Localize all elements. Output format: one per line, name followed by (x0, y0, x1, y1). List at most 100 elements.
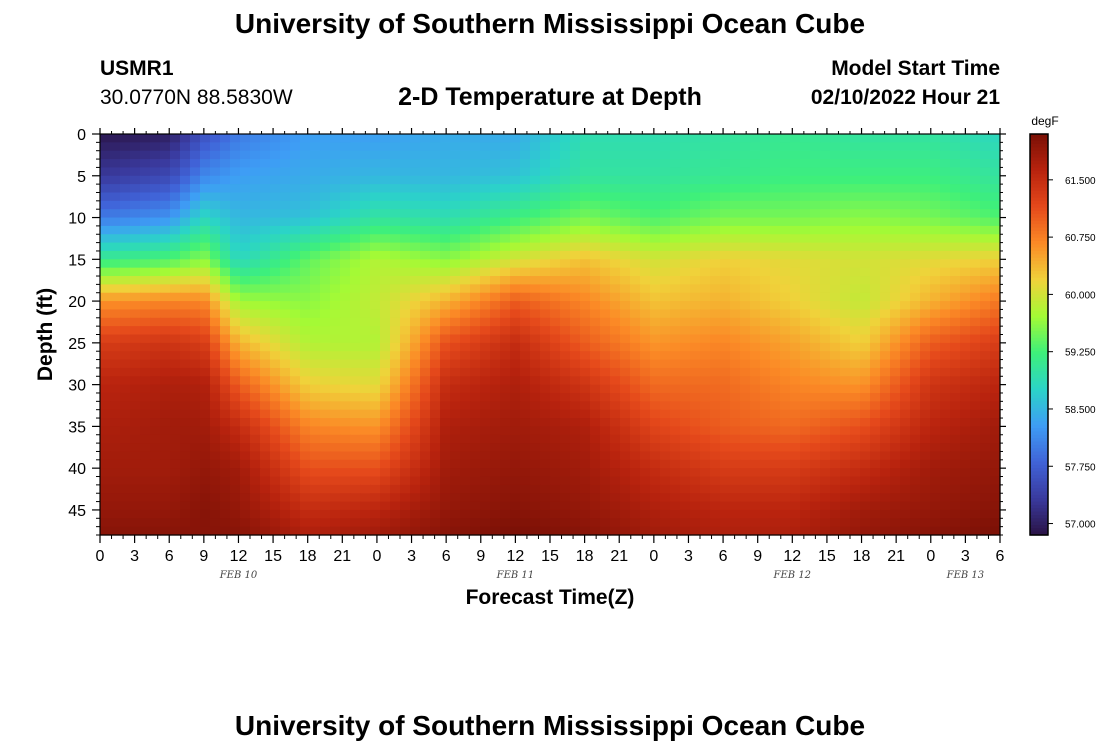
heatmap-cell (180, 426, 191, 436)
heatmap-cell (440, 192, 451, 202)
heatmap-cell (420, 484, 431, 494)
heatmap-cell (640, 167, 651, 177)
heatmap-cell (800, 217, 811, 227)
heatmap-cell (850, 526, 861, 536)
heatmap-cell (690, 493, 701, 503)
heatmap-cell (410, 451, 421, 461)
heatmap-cell (400, 292, 411, 302)
heatmap-cell (780, 326, 791, 336)
heatmap-cell (240, 501, 251, 511)
heatmap-cell (700, 418, 711, 427)
colorbar-segment (1030, 394, 1048, 399)
heatmap-cell (620, 167, 631, 177)
heatmap-cell (790, 175, 801, 185)
colorbar-tick-label: 61.500 (1065, 176, 1096, 187)
heatmap-cell (990, 418, 1001, 427)
heatmap-cell (170, 301, 181, 311)
heatmap-cell (760, 159, 771, 169)
heatmap-cell (910, 526, 921, 536)
heatmap-cell (660, 225, 671, 235)
heatmap-cell (530, 426, 541, 436)
heatmap-cell (610, 418, 621, 427)
heatmap-cell (190, 476, 201, 486)
heatmap-cell (550, 284, 561, 294)
heatmap-cell (120, 476, 131, 486)
heatmap-cell (330, 468, 341, 478)
heatmap-cell (240, 418, 251, 427)
heatmap-cell (740, 367, 751, 377)
heatmap-cell (550, 175, 561, 185)
heatmap-cell (210, 342, 221, 352)
heatmap-cell (390, 426, 401, 436)
heatmap-cell (540, 468, 551, 478)
heatmap-cell (400, 184, 411, 194)
heatmap-cell (160, 418, 171, 427)
heatmap-cell (700, 192, 711, 202)
heatmap-cell (170, 526, 181, 536)
heatmap-cell (880, 501, 891, 511)
colorbar-segment (1030, 421, 1048, 426)
heatmap-cell (910, 184, 921, 194)
heatmap-cell (320, 426, 331, 436)
heatmap-cell (750, 192, 761, 202)
heatmap-cell (100, 459, 111, 469)
heatmap-cell (670, 242, 681, 252)
heatmap-cell (160, 326, 171, 336)
heatmap-cell (510, 225, 521, 235)
heatmap-cell (130, 376, 141, 386)
heatmap-cell (710, 234, 721, 244)
heatmap-cell (900, 526, 911, 536)
heatmap-cell (200, 284, 211, 294)
heatmap-cell (750, 384, 761, 394)
heatmap-cell (330, 159, 341, 169)
heatmap-cell (160, 250, 171, 260)
heatmap-cell (780, 134, 791, 143)
heatmap-cell (250, 326, 261, 336)
heatmap-cell (170, 342, 181, 352)
heatmap-cell (890, 367, 901, 377)
colorbar-segment (1030, 244, 1048, 249)
heatmap-cell (620, 409, 631, 419)
heatmap-cell (360, 200, 371, 210)
heatmap-cell (830, 526, 841, 536)
heatmap-cell (780, 225, 791, 235)
heatmap-cell (710, 250, 721, 260)
heatmap-cell (500, 267, 511, 277)
heatmap-cell (600, 468, 611, 478)
heatmap-cell (760, 225, 771, 235)
heatmap-cell (310, 359, 321, 369)
heatmap-cell (380, 301, 391, 311)
heatmap-cell (890, 184, 901, 194)
heatmap-cell (400, 459, 411, 469)
heatmap-cell (150, 276, 161, 285)
heatmap-cell (260, 426, 271, 436)
heatmap-cell (630, 175, 641, 185)
heatmap-cell (270, 134, 281, 143)
heatmap-cell (860, 359, 871, 369)
heatmap-cell (710, 217, 721, 227)
heatmap-cell (500, 451, 511, 461)
heatmap-cell (940, 234, 951, 244)
heatmap-cell (440, 501, 451, 511)
heatmap-cell (450, 501, 461, 511)
heatmap-cell (330, 326, 341, 336)
heatmap-cell (740, 468, 751, 478)
heatmap-cell (570, 376, 581, 386)
x-tick-label: 0 (926, 548, 935, 565)
heatmap-cell (590, 217, 601, 227)
heatmap-cell (270, 334, 281, 344)
heatmap-cell (360, 217, 371, 227)
colorbar-segment (1030, 257, 1048, 262)
heatmap-cell (210, 501, 221, 511)
heatmap-cell (500, 301, 511, 311)
colorbar-segment (1030, 461, 1048, 466)
heatmap-cell (370, 234, 381, 244)
colorbar-segment (1030, 441, 1048, 446)
heatmap-cell (380, 284, 391, 294)
heatmap-cell (720, 451, 731, 461)
heatmap-cell (790, 468, 801, 478)
heatmap-cell (700, 359, 711, 369)
heatmap-cell (430, 175, 441, 185)
heatmap-cell (870, 234, 881, 244)
heatmap-cell (200, 509, 211, 519)
